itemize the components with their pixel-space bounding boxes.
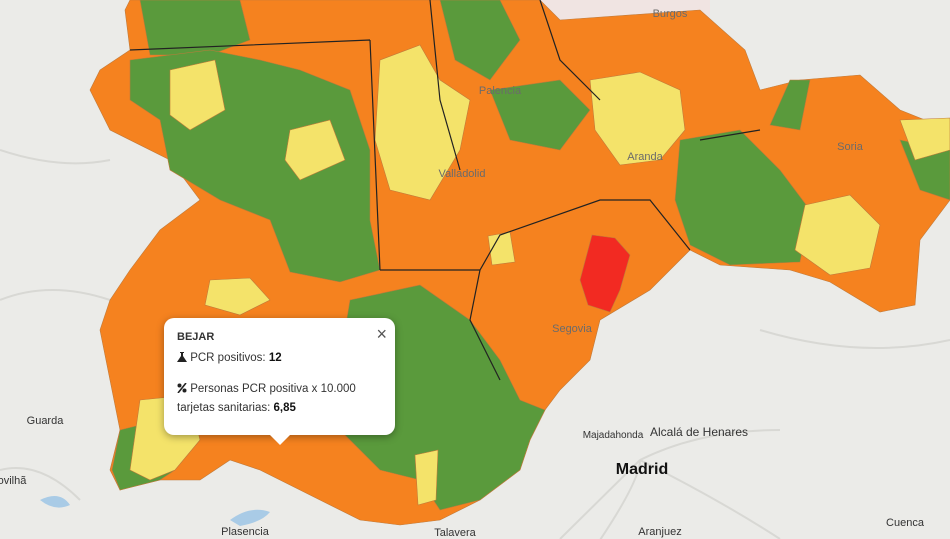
place-label: Palencia — [479, 85, 522, 97]
place-label: Cuenca — [886, 517, 925, 529]
place-label: Aranjuez — [638, 526, 681, 538]
place-label: Aranda — [627, 151, 663, 163]
place-label: Soria — [837, 141, 864, 153]
place-label: Alcalá de Henares — [650, 425, 748, 439]
place-label: Talavera — [434, 527, 476, 539]
row-label: Personas PCR positiva x 10.000 tarjetas … — [177, 383, 356, 414]
percent-icon — [177, 382, 187, 394]
row-value: 6,85 — [273, 402, 296, 414]
place-label: Majadahonda — [583, 430, 644, 441]
place-labels: Burgos Palencia Valladolid Aranda Soria … — [0, 8, 925, 539]
popup-row: PCR positivos: 12 — [177, 349, 385, 368]
info-popup: BEJAR × PCR positivos: 12 Personas PCR p… — [164, 318, 395, 445]
place-label: Valladolid — [439, 168, 486, 180]
place-label: Plasencia — [221, 526, 270, 538]
place-label: Madrid — [616, 461, 668, 478]
popup-title: BEJAR — [177, 331, 215, 343]
place-label: Segovia — [552, 323, 593, 335]
row-label: PCR positivos: — [190, 352, 266, 364]
row-value: 12 — [268, 352, 282, 364]
flask-icon — [177, 352, 187, 362]
close-button[interactable]: × — [376, 324, 387, 344]
popup-row: Personas PCR positiva x 10.000 tarjetas … — [177, 380, 385, 418]
place-label: Guarda — [27, 415, 65, 427]
place-label: ovilhã — [0, 475, 27, 487]
place-label: Burgos — [653, 8, 688, 20]
